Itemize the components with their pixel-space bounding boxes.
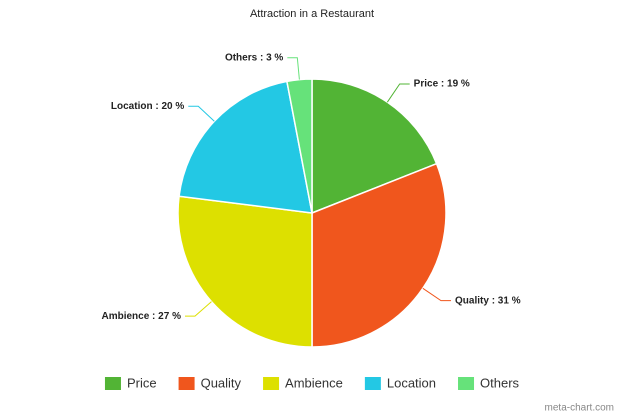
label-connector (287, 57, 300, 80)
legend-swatch (364, 377, 381, 390)
legend-label: Location (387, 375, 436, 390)
label-connector (184, 301, 212, 317)
legend-label: Ambience (285, 375, 343, 390)
pie-slice (178, 80, 313, 214)
pie-slice (311, 78, 438, 215)
label-connector (422, 287, 452, 302)
legend-swatch (458, 377, 475, 390)
legend-label: Others (480, 375, 520, 390)
data-label: Others : 3 % (225, 52, 283, 63)
legend-swatch (104, 377, 121, 390)
credit: meta-chart.com (545, 403, 614, 414)
chart-title: Attraction in a Restaurant (250, 8, 374, 20)
data-label: Price : 19 % (414, 79, 470, 90)
data-label: Ambience : 27 % (101, 311, 181, 322)
pie-slice (177, 195, 313, 348)
data-label: Location : 20 % (111, 101, 184, 112)
legend-label: Price (127, 375, 157, 390)
pie-slice (286, 78, 313, 214)
legend-swatch (263, 377, 280, 390)
legend-label: Quality (201, 375, 242, 390)
legend-swatch (178, 377, 195, 390)
label-connector (188, 105, 215, 122)
data-label: Quality : 31 % (455, 295, 521, 306)
label-connector (386, 83, 410, 103)
